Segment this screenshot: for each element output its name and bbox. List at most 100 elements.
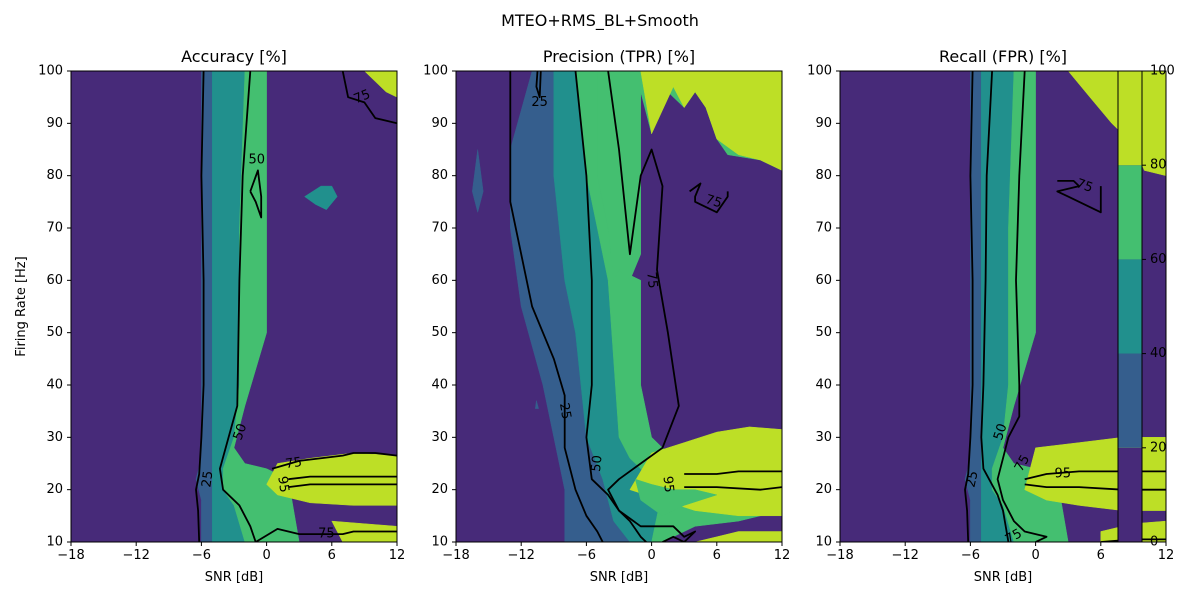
- colorbar-tick-label: 20: [1150, 440, 1167, 455]
- colorbar-tick-label: 40: [1150, 346, 1167, 361]
- x-tick-label: 12: [1158, 548, 1175, 563]
- contour-label: 25: [531, 95, 548, 110]
- y-axis-label: Firing Rate [Hz]: [14, 256, 29, 356]
- x-tick-label: −6: [577, 548, 596, 563]
- x-axis: −18 −12 −6 0 6 12: [826, 542, 1174, 563]
- x-tick-label: −6: [192, 548, 211, 563]
- contour-label: 25: [199, 470, 216, 488]
- y-tick-label: 80: [46, 168, 63, 183]
- contour-line-75: [996, 71, 1048, 542]
- contour-line-75: [255, 528, 397, 542]
- x-axis: −18 −12 −6 0 6 12: [57, 542, 405, 563]
- colorbar: 0 20 40 60 80 100: [1117, 64, 1175, 550]
- panel-3: 25507575957595Recall (FPR) [%]−18−12−606…: [807, 47, 1174, 585]
- y-tick-label: 60: [431, 273, 448, 288]
- colorbar-frame: [1117, 70, 1143, 543]
- x-tick-label: 12: [774, 548, 791, 563]
- contour-band-80-100: [266, 452, 397, 506]
- y-tick-label: 70: [46, 221, 63, 236]
- contour-band-60-80: [634, 478, 718, 517]
- contour-band-60-80: [991, 71, 1069, 542]
- x-tick-label: −12: [891, 548, 918, 563]
- x-tick-label: 6: [713, 548, 721, 563]
- y-tick-label: 40: [815, 378, 832, 393]
- panel-1: 25 50 50 75 95 75 75 Accuracy [%] −18 −12 −6 0 6 12 SN…: [14, 47, 405, 585]
- contour-label: 95: [660, 475, 677, 493]
- y-tick-label: 20: [815, 482, 832, 497]
- contour-band-80-100: [640, 71, 782, 171]
- contour-label: 75: [1074, 176, 1095, 196]
- contour-line-50: [574, 71, 647, 542]
- y-tick-label: 90: [431, 116, 448, 131]
- contour-line-50: [980, 71, 1010, 542]
- y-tick-label: 30: [46, 430, 63, 445]
- y-tick-label: 20: [431, 482, 448, 497]
- y-tick-label: 90: [815, 116, 832, 131]
- colorbar-tick-label: 80: [1150, 158, 1167, 173]
- contour-band-80-100: [364, 71, 397, 98]
- y-tick-label: 100: [807, 64, 832, 79]
- contour-band-80-100: [695, 531, 782, 542]
- contour-label: 25: [556, 402, 574, 421]
- y-tick-label: 10: [815, 535, 832, 550]
- contour-line-75: [271, 452, 397, 470]
- figure-title: MTEO+RMS_BL+Smooth: [501, 11, 699, 31]
- x-tick-label: 0: [1031, 548, 1039, 563]
- y-tick-label: 80: [431, 168, 448, 183]
- axes-frame: [839, 70, 1167, 543]
- x-tick-label: 0: [262, 548, 270, 563]
- contour-line-25: [964, 71, 974, 542]
- x-tick-label: −12: [507, 548, 534, 563]
- x-tick-label: 12: [389, 548, 406, 563]
- y-tick-label: 30: [431, 430, 448, 445]
- y-tick-label: 90: [46, 116, 63, 131]
- colorbar-tick-label: 60: [1150, 252, 1167, 267]
- contour-line-50: [249, 169, 263, 219]
- x-axis-label: SNR [dB]: [205, 570, 263, 585]
- y-tick-label: 50: [815, 325, 832, 340]
- contour-band-60-80: [597, 71, 641, 282]
- x-tick-label: −18: [442, 548, 469, 563]
- y-tick-label: 50: [431, 325, 448, 340]
- y-tick-label: 70: [431, 221, 448, 236]
- contour-label: 50: [249, 152, 266, 167]
- y-tick-label: 40: [46, 378, 63, 393]
- x-axis-label: SNR [dB]: [590, 570, 648, 585]
- y-axis: 10 20 30 40 50 60 70 80 90 100: [807, 64, 840, 550]
- colorbar-tick-label: 100: [1150, 64, 1175, 79]
- x-tick-label: −18: [57, 548, 84, 563]
- colorbar-segment: [1118, 71, 1142, 166]
- y-tick-label: 50: [46, 325, 63, 340]
- contour-line-75: [607, 71, 696, 542]
- y-tick-label: 70: [815, 221, 832, 236]
- contour-line-75: [341, 71, 397, 125]
- panel-title: Precision (TPR) [%]: [543, 47, 695, 66]
- contour-line-95: [288, 475, 397, 481]
- axes-frame: [70, 70, 398, 543]
- x-tick-label: 6: [1097, 548, 1105, 563]
- colorbar-segment: [1118, 353, 1142, 448]
- y-tick-label: 20: [46, 482, 63, 497]
- x-axis: −18 −12 −6 0 6 12: [442, 542, 790, 563]
- y-tick-label: 40: [431, 378, 448, 393]
- plot-area: 25 25 50 75 75 95: [456, 71, 782, 542]
- contour-band-40-60: [304, 185, 338, 211]
- axes-frame: [455, 70, 783, 543]
- plot-area: 25 50 50 75 95 75 75: [71, 71, 397, 542]
- contour-line-25: [195, 71, 205, 542]
- y-tick-label: 100: [38, 64, 63, 79]
- contour-label: 50: [589, 455, 606, 473]
- y-tick-label: 80: [815, 168, 832, 183]
- contour-line-95: [288, 483, 397, 488]
- colorbar-segment: [1118, 259, 1142, 354]
- y-axis: 10 20 30 40 50 60 70 80 90 100: [38, 64, 71, 550]
- y-tick-label: 10: [431, 535, 448, 550]
- contour-line-25: [535, 71, 542, 99]
- y-tick-label: 10: [46, 535, 63, 550]
- y-tick-label: 60: [815, 273, 832, 288]
- contour-label: 75: [1012, 453, 1033, 475]
- y-tick-label: 100: [423, 64, 448, 79]
- colorbar-tick-label: 0: [1150, 535, 1158, 550]
- y-axis: 10 20 30 40 50 60 70 80 90 100: [423, 64, 456, 550]
